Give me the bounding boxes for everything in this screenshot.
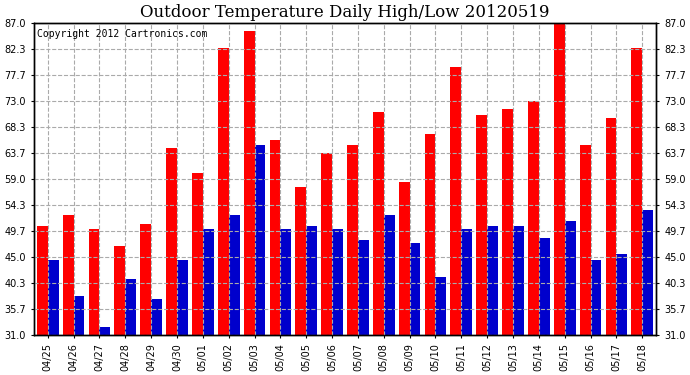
Bar bbox=[564, 221, 575, 335]
Bar bbox=[280, 229, 291, 335]
Bar bbox=[126, 279, 136, 335]
Bar bbox=[451, 68, 462, 335]
Bar bbox=[513, 226, 524, 335]
Bar bbox=[616, 254, 627, 335]
Bar bbox=[74, 296, 84, 335]
Bar bbox=[37, 226, 48, 335]
Bar bbox=[476, 115, 487, 335]
Bar bbox=[151, 299, 162, 335]
Bar bbox=[270, 140, 280, 335]
Bar bbox=[410, 243, 420, 335]
Bar bbox=[528, 101, 539, 335]
Bar bbox=[347, 146, 358, 335]
Bar bbox=[203, 229, 214, 335]
Bar bbox=[373, 112, 384, 335]
Bar bbox=[435, 277, 446, 335]
Bar bbox=[244, 31, 255, 335]
Bar bbox=[140, 224, 151, 335]
Bar bbox=[295, 188, 306, 335]
Bar bbox=[539, 237, 550, 335]
Bar bbox=[115, 246, 126, 335]
Bar bbox=[192, 173, 203, 335]
Bar bbox=[322, 153, 332, 335]
Bar bbox=[591, 260, 602, 335]
Bar bbox=[424, 134, 435, 335]
Title: Outdoor Temperature Daily High/Low 20120519: Outdoor Temperature Daily High/Low 20120… bbox=[140, 4, 550, 21]
Bar bbox=[384, 215, 395, 335]
Bar bbox=[99, 327, 110, 335]
Bar bbox=[462, 229, 472, 335]
Bar bbox=[487, 226, 498, 335]
Bar bbox=[166, 148, 177, 335]
Bar bbox=[606, 118, 616, 335]
Bar bbox=[218, 48, 228, 335]
Bar bbox=[63, 215, 74, 335]
Bar bbox=[580, 146, 591, 335]
Bar bbox=[228, 215, 239, 335]
Bar bbox=[642, 210, 653, 335]
Bar bbox=[554, 23, 564, 335]
Bar bbox=[177, 260, 188, 335]
Bar bbox=[332, 229, 343, 335]
Bar bbox=[48, 260, 59, 335]
Bar bbox=[502, 109, 513, 335]
Bar bbox=[88, 229, 99, 335]
Bar bbox=[399, 182, 410, 335]
Bar bbox=[631, 48, 642, 335]
Bar bbox=[358, 240, 368, 335]
Bar bbox=[255, 146, 266, 335]
Text: Copyright 2012 Cartronics.com: Copyright 2012 Cartronics.com bbox=[37, 29, 207, 39]
Bar bbox=[306, 226, 317, 335]
